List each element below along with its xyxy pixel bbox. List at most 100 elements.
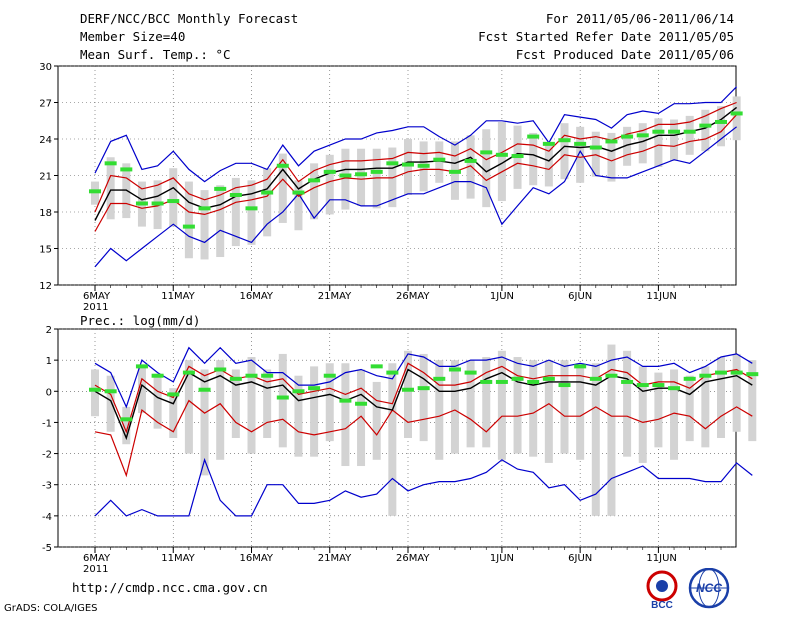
observed-marker (276, 163, 289, 168)
spread-band (404, 139, 412, 195)
observed-marker (167, 392, 180, 397)
observed-marker (558, 138, 571, 143)
y-tick-label: 15 (39, 245, 52, 256)
spread-band (623, 350, 632, 457)
spread-band (513, 357, 522, 454)
observed-marker (605, 373, 618, 378)
spread-high-line (94, 101, 737, 213)
spread-band (106, 157, 115, 220)
spread-band (184, 181, 193, 259)
spread-band (325, 154, 334, 215)
spread-band (372, 381, 381, 460)
spread-band (607, 132, 616, 182)
spread-band (544, 143, 553, 187)
observed-marker (652, 383, 665, 388)
observed-marker (574, 141, 587, 146)
spread-band (341, 363, 350, 467)
y-tick-label: 0 (46, 387, 52, 398)
observed-marker (182, 370, 195, 375)
observed-marker (151, 201, 164, 206)
observed-marker (730, 111, 743, 116)
spread-band (607, 344, 616, 516)
spread-band (231, 369, 240, 438)
spread-band (670, 119, 679, 161)
ensemble-mean-line (94, 368, 753, 441)
x-tick-label: 16MAY (240, 291, 274, 302)
spread-band (717, 357, 725, 438)
svg-text:NCC: NCC (696, 581, 722, 595)
spread-band (466, 135, 475, 199)
observed-marker (715, 119, 727, 124)
spread-band (576, 126, 585, 183)
y-tick-label: -2 (42, 450, 52, 461)
observed-marker (402, 387, 414, 392)
observed-marker (135, 201, 148, 206)
observed-marker (245, 206, 258, 211)
spread-band (200, 369, 209, 476)
spread-band (388, 363, 397, 516)
observed-marker (229, 376, 242, 381)
y-tick-label: -4 (42, 512, 52, 523)
spread-band (357, 369, 366, 467)
source-url[interactable]: http://cmdp.ncc.cma.gov.cn (72, 580, 268, 595)
x-tick-label: 26MAY (396, 291, 430, 302)
spread-band (372, 148, 381, 209)
observed-marker (464, 370, 477, 375)
y-tick-label: 30 (39, 62, 52, 73)
observed-marker (245, 373, 258, 378)
x-tick-label: 21MAY (318, 291, 352, 302)
spread-low-line (94, 114, 738, 232)
observed-marker (527, 134, 540, 139)
x-year-label: 2011 (83, 302, 108, 313)
spread-band (106, 375, 115, 432)
observed-marker (308, 178, 321, 183)
spread-band (169, 388, 178, 438)
observed-marker (480, 150, 493, 155)
observed-marker (589, 145, 602, 150)
observed-marker (448, 367, 461, 372)
spread-band (153, 375, 162, 429)
observed-marker (636, 133, 649, 138)
spread-band (529, 360, 538, 457)
observed-marker (355, 401, 368, 406)
spread-band (497, 350, 506, 460)
observed-marker (433, 376, 446, 381)
observed-marker (480, 379, 493, 384)
observed-marker (715, 370, 727, 375)
observed-marker (386, 370, 399, 375)
observed-marker (292, 389, 305, 394)
observed-marker (229, 192, 242, 197)
spread-band (247, 180, 256, 245)
y-tick-label: 24 (39, 135, 52, 146)
observed-marker (402, 162, 414, 167)
range-min-line (94, 457, 753, 517)
spread-band (231, 177, 240, 247)
forecast-period: For 2011/05/06-2011/06/14 (545, 11, 734, 26)
x-tick-label: 6JUN (568, 291, 592, 302)
observed-marker (652, 129, 665, 134)
x-tick-label: 11JUN (646, 553, 676, 564)
x-tick-label: 6MAY (83, 291, 111, 302)
spread-band (623, 126, 632, 166)
x-tick-label: 11JUN (646, 291, 676, 302)
y-tick-label: 21 (39, 172, 52, 183)
spread-band (122, 406, 131, 445)
x-tick-label: 21MAY (318, 553, 352, 564)
observed-marker (120, 167, 133, 172)
x-tick-label: 26MAY (396, 553, 430, 564)
spread-band (576, 363, 585, 460)
observed-marker (261, 373, 274, 378)
x-tick-label: 1JUN (490, 291, 514, 302)
observed-marker (323, 373, 336, 378)
observed-marker (636, 383, 649, 388)
x-tick-label: 6JUN (568, 553, 592, 564)
observed-marker (621, 134, 634, 139)
spread-band (263, 369, 272, 438)
spread-band (638, 123, 647, 164)
observed-marker (417, 163, 430, 168)
spread-band (278, 353, 287, 448)
observed-marker (417, 386, 430, 391)
spread-band (654, 372, 663, 448)
ncc-logo: NCC (688, 568, 730, 609)
